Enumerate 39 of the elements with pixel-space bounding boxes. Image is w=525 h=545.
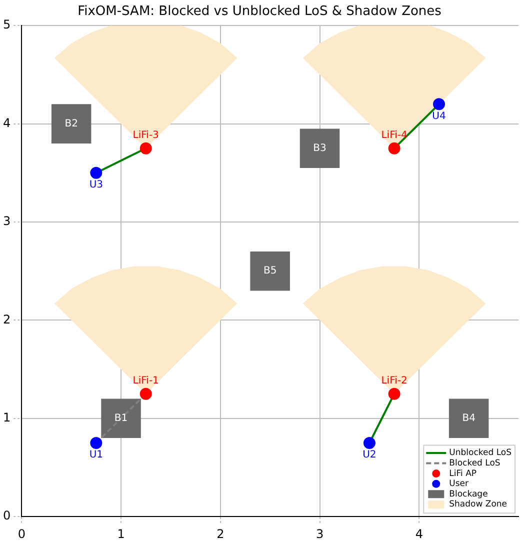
annotation: LiFi-1 <box>132 375 159 386</box>
y-tick-label: 4 <box>2 116 11 130</box>
x-tick-label: 4 <box>415 526 423 541</box>
annotation: U2 <box>362 450 376 461</box>
point <box>363 436 376 449</box>
legend-label: Unblocked LoS <box>449 448 512 458</box>
point <box>388 142 400 154</box>
annotation: LiFi-4 <box>381 130 408 141</box>
point <box>90 166 102 179</box>
point <box>433 98 445 110</box>
chart-title: FixOM-SAM: Blocked vs Unblocked LoS & Shadow Zones <box>78 4 442 20</box>
point <box>140 142 152 154</box>
x-tick-label: 1 <box>117 526 125 541</box>
annotation: U4 <box>432 110 446 122</box>
legend-label: LiFi AP <box>449 468 477 479</box>
annotation: B2 <box>64 118 78 130</box>
annotation: B5 <box>263 266 277 277</box>
x-tick-label: 2 <box>216 526 224 541</box>
point <box>388 388 400 400</box>
annotation: B4 <box>462 412 476 424</box>
annotation: U1 <box>89 450 104 461</box>
y-tick-label: 1 <box>2 410 11 425</box>
point <box>140 388 152 400</box>
y-tick-label: 2 <box>2 312 11 326</box>
legend-label: User <box>449 479 470 490</box>
legend-label: Shadow Zone <box>449 500 508 510</box>
x-tick-label: 0 <box>18 526 26 541</box>
point <box>90 436 102 449</box>
annotation: LiFi-3 <box>132 130 159 141</box>
annotation: B3 <box>313 142 326 154</box>
y-tick-label: 3 <box>2 214 11 228</box>
y-tick-label: 5 <box>2 18 11 32</box>
annotation: LiFi-2 <box>381 375 408 386</box>
x-tick-label: 3 <box>316 526 324 541</box>
legend-label: Blockage <box>449 489 488 500</box>
legend-label: Blocked LoS <box>449 458 500 468</box>
y-tick-label: 0 <box>2 508 11 523</box>
annotation: U3 <box>89 179 104 190</box>
annotation: B1 <box>114 412 128 424</box>
